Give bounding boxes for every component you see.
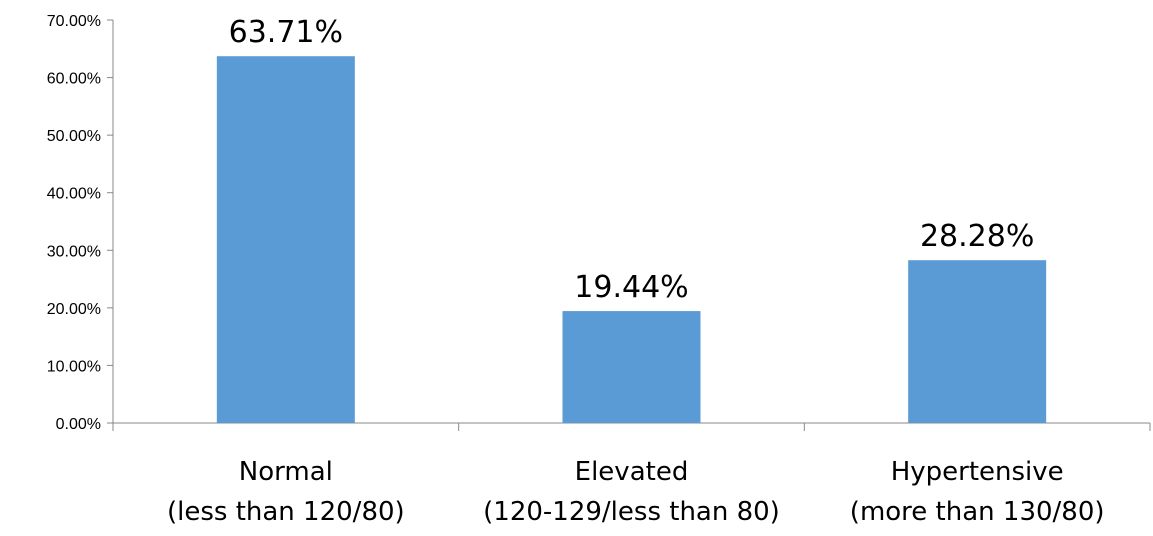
x-category-label: (more than 130/80) xyxy=(850,497,1105,527)
y-tick-label: 70.00% xyxy=(47,13,101,30)
data-label: 28.28% xyxy=(920,219,1034,254)
y-tick-label: 50.00% xyxy=(47,128,101,145)
x-category-label: (120-129/less than 80) xyxy=(483,497,780,527)
x-category-label: Elevated xyxy=(575,457,689,487)
y-axis: 0.00% 10.00% 20.00% 30.00% 40.00% 50.00% 60.00… xyxy=(47,13,114,433)
y-tick-label: 0.00% xyxy=(56,416,101,433)
y-tick-label: 10.00% xyxy=(47,358,101,375)
bar xyxy=(908,260,1047,423)
y-tick-label: 30.00% xyxy=(47,243,101,260)
y-tick-label: 20.00% xyxy=(47,301,101,318)
data-labels: 63.71% 19.44% 28.28% xyxy=(229,15,1035,305)
bars xyxy=(216,56,1047,423)
bar xyxy=(216,56,355,423)
x-category-label: Hypertensive xyxy=(891,457,1064,487)
y-tick-label: 40.00% xyxy=(47,186,101,203)
data-label: 19.44% xyxy=(574,270,688,305)
x-axis xyxy=(112,422,1151,431)
bar xyxy=(562,311,701,423)
data-label: 63.71% xyxy=(229,15,343,50)
y-tick-label: 60.00% xyxy=(47,71,101,88)
x-category-label: Normal xyxy=(239,457,333,487)
x-category-label: (less than 120/80) xyxy=(167,497,405,527)
category-labels: Normal (less than 120/80) Elevated (120-129… xyxy=(167,457,1105,527)
